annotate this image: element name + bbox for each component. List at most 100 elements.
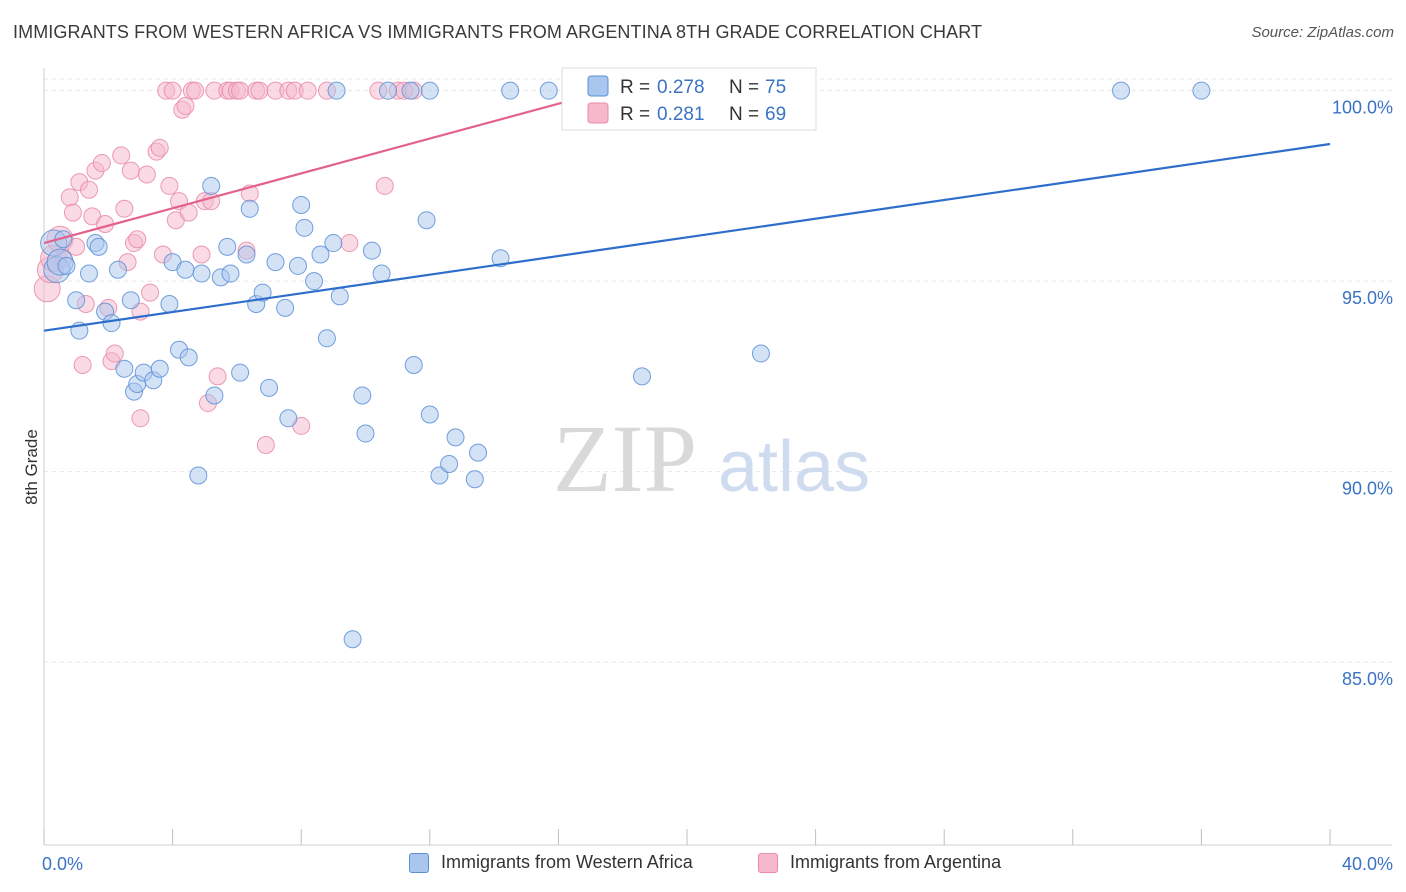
point-western-africa-66 bbox=[501, 81, 520, 100]
point-argentina-28 bbox=[141, 283, 160, 302]
point-argentina-9 bbox=[73, 355, 92, 374]
point-argentina-22 bbox=[121, 161, 140, 180]
point-western-africa-48 bbox=[330, 287, 349, 306]
x-tick-label-1: 40.0% bbox=[1342, 854, 1393, 874]
stats-n-label-2: N = bbox=[729, 104, 759, 125]
point-western-africa-4 bbox=[57, 256, 76, 275]
trend-line-western-africa bbox=[43, 142, 1331, 332]
bottom-legend: Immigrants from Western Africa Immigrant… bbox=[0, 852, 1406, 878]
point-argentina-11 bbox=[80, 180, 99, 199]
point-western-africa-43 bbox=[295, 218, 314, 237]
stats-r-label-2: R = bbox=[620, 104, 650, 125]
point-argentina-33 bbox=[160, 176, 179, 195]
axes bbox=[43, 68, 1392, 846]
point-western-africa-9 bbox=[89, 237, 108, 256]
trend-lines bbox=[43, 89, 1331, 332]
point-argentina-56 bbox=[256, 435, 275, 454]
point-western-africa-74 bbox=[327, 81, 346, 100]
legend-swatch-pink bbox=[758, 852, 778, 873]
trend-line-argentina bbox=[43, 89, 607, 245]
watermark-zip: ZIP bbox=[553, 405, 697, 512]
point-argentina-20 bbox=[115, 199, 134, 218]
point-western-africa-24 bbox=[179, 348, 198, 367]
point-western-africa-63 bbox=[465, 470, 484, 489]
point-western-africa-57 bbox=[417, 211, 436, 230]
point-argentina-24 bbox=[128, 230, 147, 249]
point-western-africa-25 bbox=[189, 466, 208, 485]
x-tick-label-0: 0.0% bbox=[42, 854, 83, 874]
point-western-africa-50 bbox=[353, 386, 372, 405]
point-western-africa-42 bbox=[292, 195, 311, 214]
point-western-africa-73 bbox=[1192, 81, 1211, 100]
stats-legend: R = 0.278 N = 75 R = 0.281 N = 69 bbox=[561, 67, 817, 131]
point-western-africa-14 bbox=[121, 291, 140, 310]
point-western-africa-62 bbox=[446, 428, 465, 447]
point-western-africa-36 bbox=[253, 283, 272, 302]
source-label: Source: ZipAtlas.com bbox=[1251, 24, 1394, 41]
point-western-africa-52 bbox=[362, 241, 381, 260]
stats-n-value-1: 75 bbox=[765, 77, 786, 98]
point-western-africa-58 bbox=[420, 405, 439, 424]
y-tick-label-2: 95.0% bbox=[1342, 288, 1393, 308]
point-western-africa-54 bbox=[379, 81, 398, 100]
point-western-africa-44 bbox=[305, 272, 324, 291]
point-western-africa-37 bbox=[260, 378, 279, 397]
point-western-africa-26 bbox=[192, 264, 211, 283]
point-argentina-65 bbox=[375, 176, 394, 195]
point-western-africa-61 bbox=[440, 455, 459, 474]
point-western-africa-72 bbox=[1112, 81, 1131, 100]
chart-title: IMMIGRANTS FROM WESTERN AFRICA VS IMMIGR… bbox=[13, 22, 983, 42]
point-argentina-27 bbox=[137, 165, 156, 184]
legend-item-western-africa[interactable]: Immigrants from Western Africa bbox=[409, 852, 693, 873]
point-western-africa-39 bbox=[276, 298, 295, 317]
point-argentina-47 bbox=[208, 367, 227, 386]
point-western-africa-19 bbox=[150, 359, 169, 378]
point-argentina-39 bbox=[179, 203, 198, 222]
point-western-africa-53 bbox=[372, 264, 391, 283]
point-argentina-55 bbox=[250, 81, 269, 100]
point-argentina-26 bbox=[131, 409, 150, 428]
point-argentina-18 bbox=[105, 344, 124, 363]
point-western-africa-67 bbox=[539, 81, 558, 100]
point-western-africa-28 bbox=[205, 386, 224, 405]
point-western-africa-59 bbox=[420, 81, 439, 100]
point-western-africa-34 bbox=[240, 199, 259, 218]
point-western-africa-46 bbox=[317, 329, 336, 348]
point-western-africa-51 bbox=[356, 424, 375, 443]
stats-legend-swatch-blue bbox=[587, 75, 609, 97]
point-western-africa-5 bbox=[67, 291, 86, 310]
point-western-africa-7 bbox=[80, 264, 99, 283]
point-western-africa-64 bbox=[469, 443, 488, 462]
stats-r-value-1: 0.278 bbox=[657, 77, 705, 98]
point-argentina-6 bbox=[63, 203, 82, 222]
point-argentina-19 bbox=[112, 146, 131, 165]
point-western-africa-55 bbox=[401, 81, 420, 100]
point-argentina-30 bbox=[150, 138, 169, 157]
watermark-atlas: atlas bbox=[718, 427, 870, 507]
point-argentina-34 bbox=[163, 81, 182, 100]
legend-label-western-africa: Immigrants from Western Africa bbox=[441, 852, 693, 872]
point-western-africa-13 bbox=[115, 359, 134, 378]
watermark: ZIP atlas bbox=[553, 405, 870, 512]
point-western-africa-32 bbox=[231, 363, 250, 382]
legend-item-argentina[interactable]: Immigrants from Argentina bbox=[758, 852, 1001, 873]
point-western-africa-71 bbox=[751, 344, 770, 363]
stats-legend-swatch-pink bbox=[587, 102, 609, 124]
point-western-africa-65 bbox=[491, 249, 510, 268]
point-western-africa-23 bbox=[176, 260, 195, 279]
tick-labels: 85.0% 90.0% 95.0% 100.0% 0.0% 40.0% bbox=[42, 98, 1393, 874]
point-argentina-42 bbox=[192, 245, 211, 264]
stats-n-label-1: N = bbox=[729, 77, 759, 98]
y-tick-label-1: 90.0% bbox=[1342, 479, 1393, 499]
point-argentina-63 bbox=[340, 234, 359, 253]
point-argentina-51 bbox=[231, 81, 250, 100]
point-argentina-14 bbox=[92, 154, 111, 173]
stats-r-label-1: R = bbox=[620, 77, 650, 98]
point-western-africa-45 bbox=[311, 245, 330, 264]
point-western-africa-40 bbox=[279, 409, 298, 428]
point-western-africa-41 bbox=[288, 256, 307, 275]
series-western-africa bbox=[40, 81, 1211, 649]
stats-r-value-2: 0.281 bbox=[657, 104, 705, 125]
point-western-africa-69 bbox=[632, 367, 651, 386]
